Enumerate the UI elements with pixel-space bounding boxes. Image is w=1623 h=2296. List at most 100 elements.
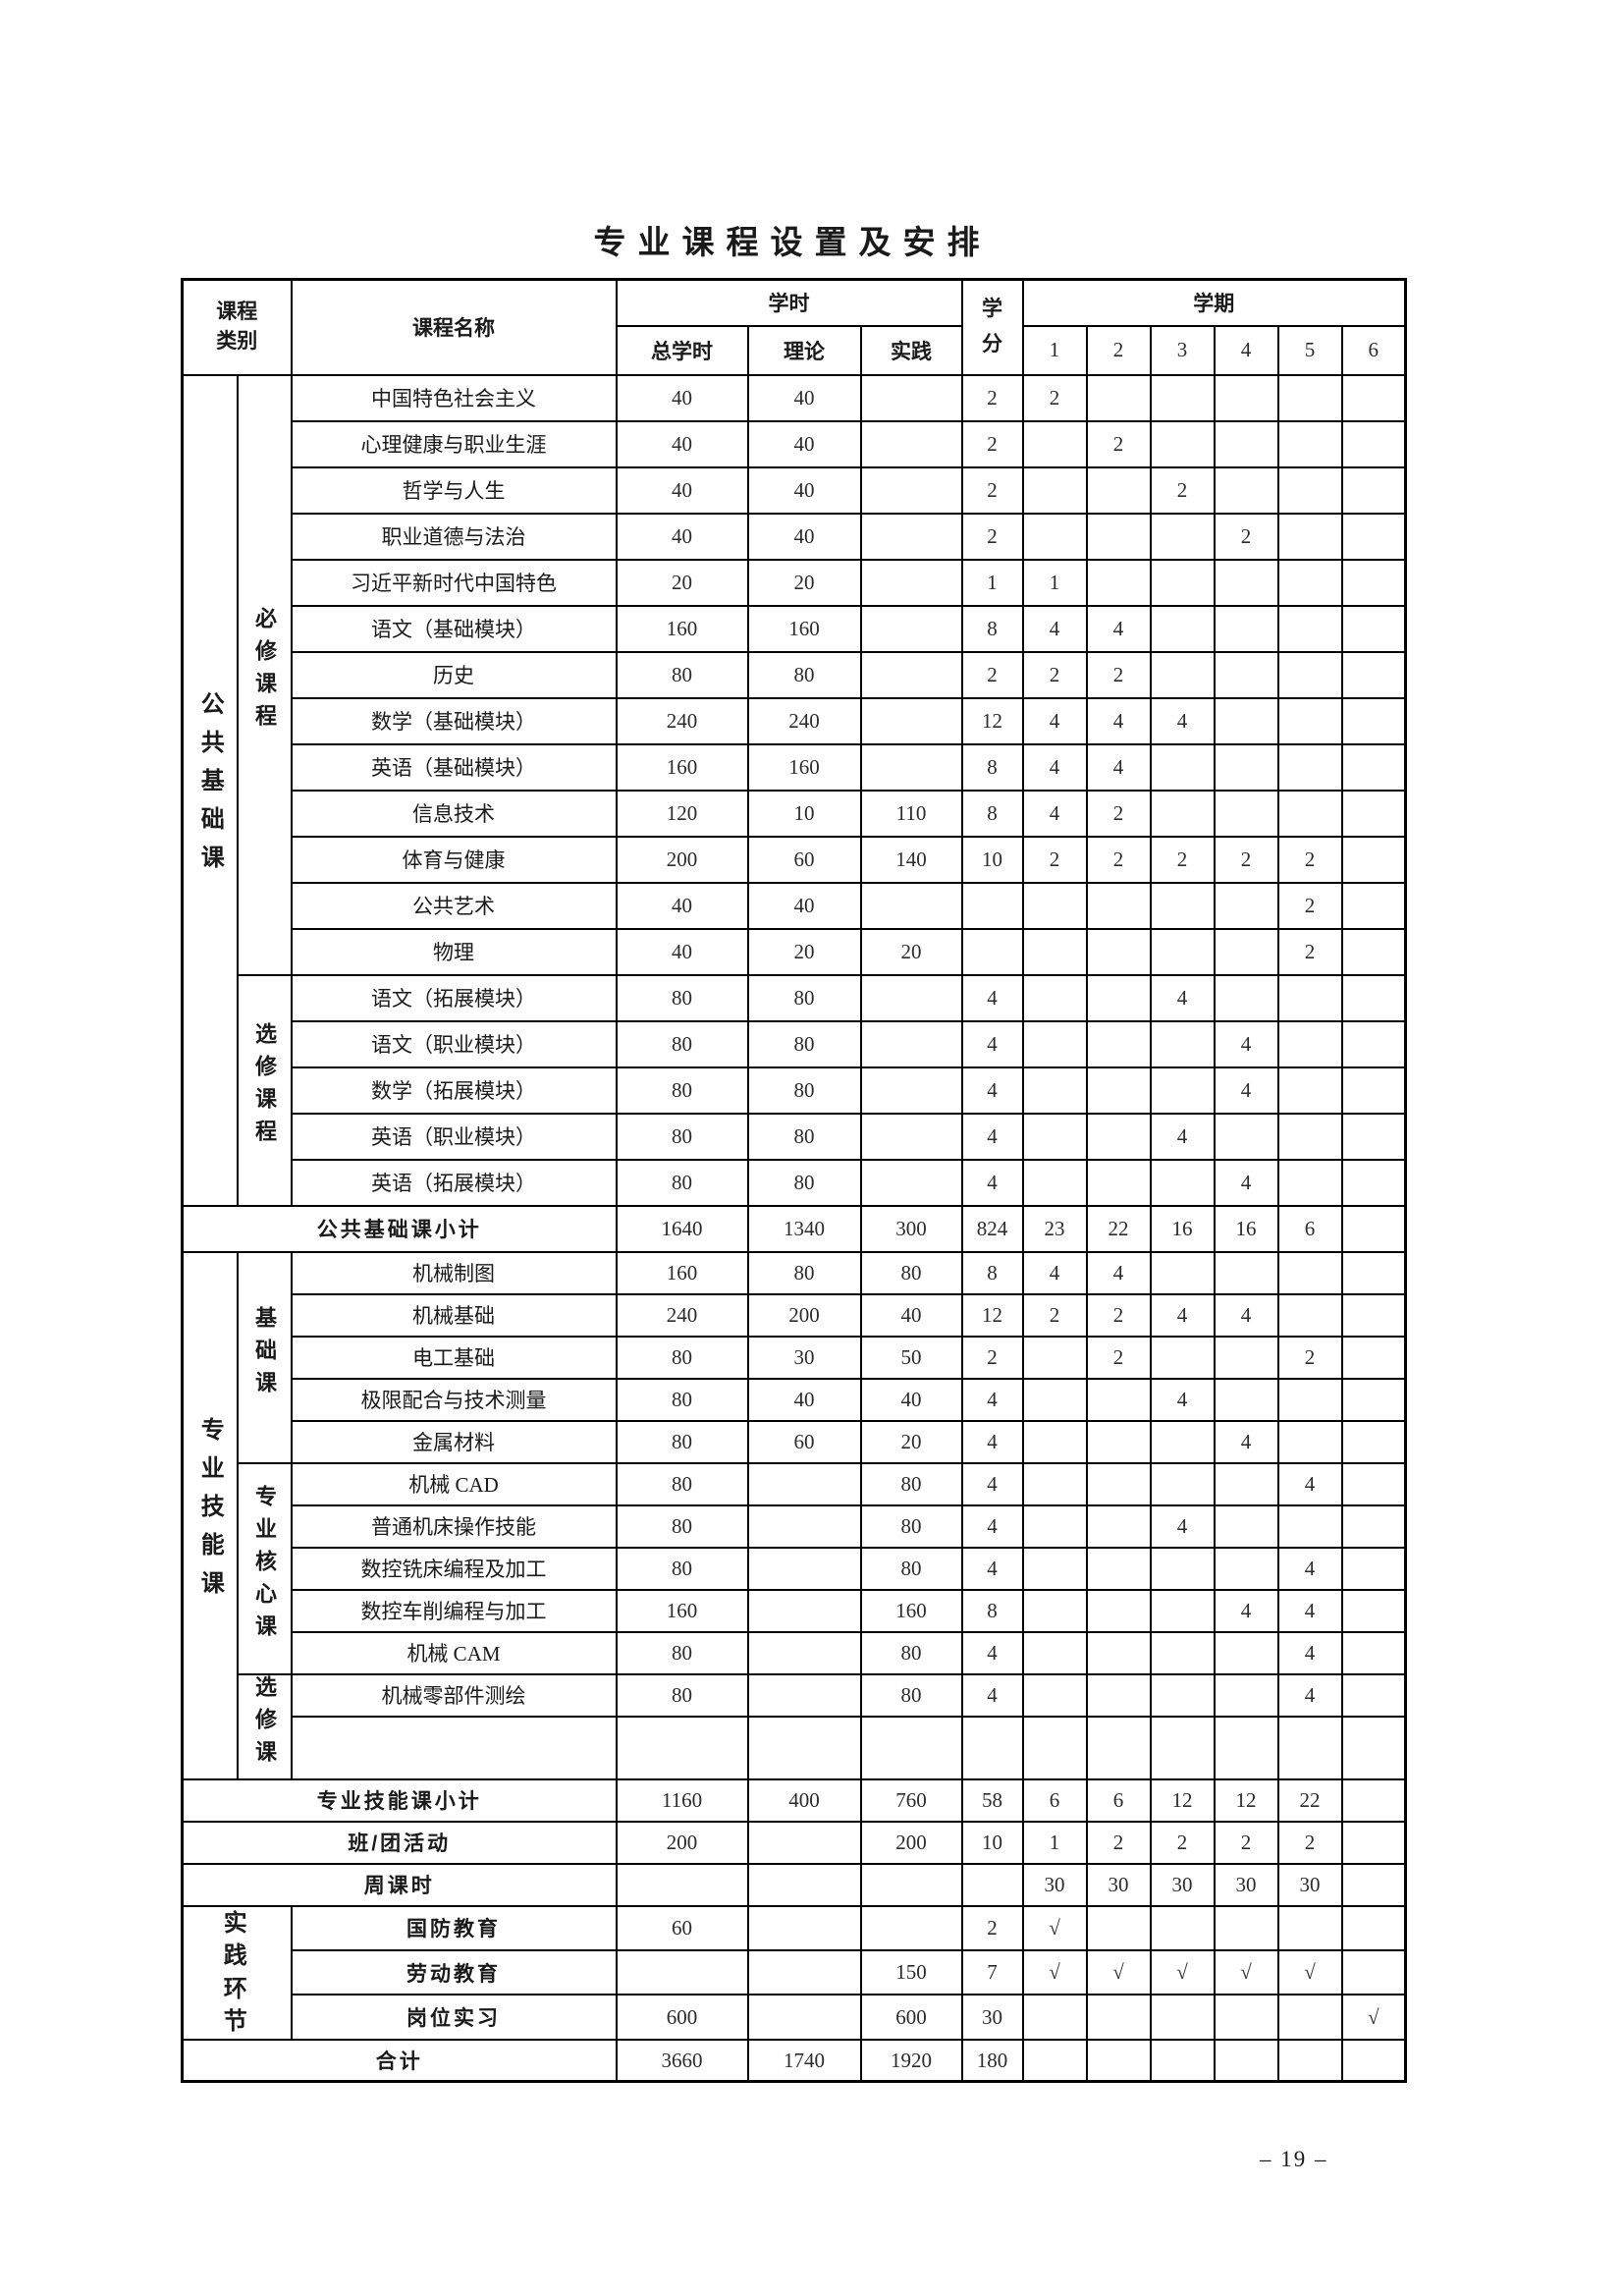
course-name-cell: 哲学与人生 (290, 465, 618, 515)
semester-cell (1021, 419, 1088, 468)
practice-hours-cell (859, 373, 963, 422)
semester-cell (1149, 512, 1216, 561)
semester-cell (1340, 1292, 1407, 1338)
practice-hours-cell (859, 604, 963, 653)
semester-cell: 2 (1085, 1820, 1152, 1865)
semester-cell (1340, 1904, 1407, 1951)
practice-hours-cell (859, 1066, 963, 1115)
semester-cell: 2 (1276, 835, 1343, 884)
semester-cell (1213, 558, 1279, 607)
semester-cell (1340, 1546, 1407, 1591)
semester-cell (1276, 1158, 1343, 1207)
credits-cell: 4 (960, 973, 1024, 1022)
course-name-cell: 历史 (290, 650, 618, 699)
semester-cell: 4 (1276, 1461, 1343, 1506)
semester-cell (1149, 604, 1216, 653)
header-total-hours: 总学时 (615, 324, 749, 376)
credits-cell: 12 (960, 1292, 1024, 1338)
semester-cell (1021, 1019, 1088, 1068)
semester-cell: 2 (1021, 1292, 1088, 1338)
practice-hours-cell (859, 419, 963, 468)
course-name-cell: 劳动教育 (290, 1948, 618, 1996)
course-name-cell: 心理健康与职业生涯 (290, 419, 618, 468)
semester-cell (1085, 1019, 1152, 1068)
semester-cell: 2 (1213, 512, 1279, 561)
semester-cell (1149, 789, 1216, 838)
credits-cell: 2 (960, 465, 1024, 515)
semester-cell (1213, 1377, 1279, 1422)
total-hours-cell: 20 (615, 558, 749, 607)
semester-cell: 30 (1085, 1862, 1152, 1907)
theory-hours-cell: 160 (746, 604, 862, 653)
practice-hours-cell (859, 1904, 963, 1951)
semester-cell (1340, 742, 1407, 792)
total-hours-cell: 80 (615, 1112, 749, 1161)
total-hours-cell (615, 1948, 749, 1996)
semester-cell (1340, 1158, 1407, 1207)
semester-cell: 2 (1021, 835, 1088, 884)
credits-cell: 8 (960, 604, 1024, 653)
semester-cell (1213, 1112, 1279, 1161)
credits-cell: 4 (960, 1630, 1024, 1675)
course-name-cell: 数控车削编程与加工 (290, 1588, 618, 1633)
semester-cell: 2 (1085, 789, 1152, 838)
theory-hours-cell (746, 1503, 862, 1549)
theory-hours-cell: 80 (746, 1250, 862, 1295)
semester-cell: 2 (1276, 1820, 1343, 1865)
semester-cell (1021, 1672, 1088, 1718)
semester-cell (1021, 1419, 1088, 1464)
semester-cell: 4 (1149, 1112, 1216, 1161)
total-hours-cell: 40 (615, 419, 749, 468)
semester-cell (1340, 1419, 1407, 1464)
total-hours-cell: 80 (615, 1630, 749, 1675)
total-hours-cell (615, 1862, 749, 1907)
semester-cell (1085, 558, 1152, 607)
header-semester-2: 2 (1085, 324, 1152, 376)
semester-cell (1276, 373, 1343, 422)
semester-cell (1213, 789, 1279, 838)
semester-cell (1276, 789, 1343, 838)
semester-cell (1085, 1461, 1152, 1506)
credits-cell: 12 (960, 696, 1024, 745)
semester-cell (1340, 835, 1407, 884)
credits-cell: 4 (960, 1377, 1024, 1422)
practice-hours-cell (859, 1862, 963, 1907)
document-title: 专业课程设置及安排 (593, 226, 992, 261)
semester-cell (1149, 1461, 1216, 1506)
semester-checkmark-cell: √ (1276, 1948, 1343, 1996)
total-hours-cell: 80 (615, 1461, 749, 1506)
theory-hours-cell (746, 1994, 862, 2041)
semester-cell: 4 (1213, 1019, 1279, 1068)
semester-cell (1149, 1019, 1216, 1068)
semester-cell (1149, 927, 1216, 976)
total-hours-cell: 40 (615, 465, 749, 515)
semester-cell (1340, 1862, 1407, 1907)
semester-cell (1149, 1250, 1216, 1295)
semester-cell: 4 (1021, 696, 1088, 745)
semester-cell (1085, 1158, 1152, 1207)
semester-cell: 4 (1085, 696, 1152, 745)
semester-cell (1149, 1419, 1216, 1464)
semester-cell (1276, 512, 1343, 561)
semester-cell: 2 (1085, 650, 1152, 699)
semester-cell (1149, 373, 1216, 422)
header-semester-6: 6 (1340, 324, 1407, 376)
semester-cell (1213, 1994, 1279, 2041)
semester-cell: 4 (1276, 1672, 1343, 1718)
semester-cell (1340, 1503, 1407, 1549)
theory-hours-cell: 60 (746, 835, 862, 884)
course-name-cell: 机械制图 (290, 1250, 618, 1295)
header-semester-5: 5 (1276, 324, 1343, 376)
theory-hours-cell: 80 (746, 1019, 862, 1068)
semester-cell: 4 (1149, 696, 1216, 745)
total-hours-cell (615, 1715, 749, 1780)
course-name-cell: 岗位实习 (290, 1994, 618, 2041)
theory-hours-cell: 80 (746, 650, 862, 699)
semester-cell: 30 (1021, 1862, 1088, 1907)
group-public-basic-label: 公共基础课 (181, 373, 239, 1207)
semester-cell (1149, 1672, 1216, 1718)
semester-cell: 4 (1213, 1066, 1279, 1115)
semester-cell (1340, 1204, 1407, 1253)
total-hours-cell: 160 (615, 1250, 749, 1295)
course-name-cell: 数学（拓展模块） (290, 1066, 618, 1115)
